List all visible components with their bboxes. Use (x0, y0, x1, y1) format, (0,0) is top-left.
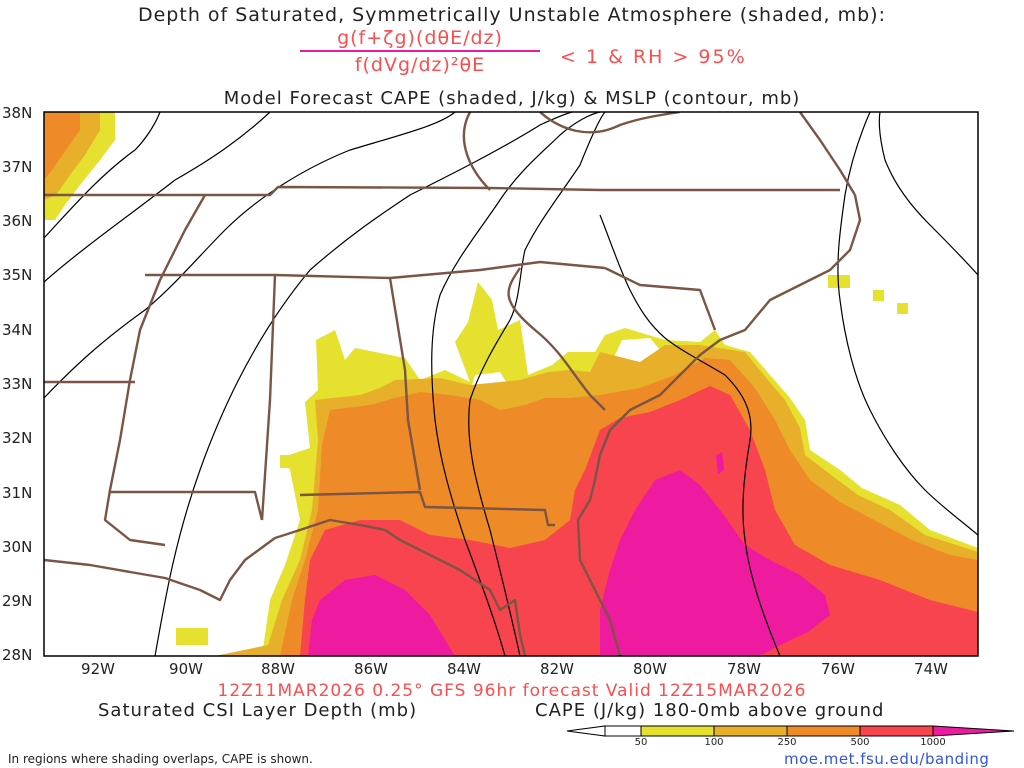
lon-label-84w: 84W (447, 660, 481, 678)
cape-1000-east (600, 470, 830, 656)
lon-label-90w: 90W (169, 660, 203, 678)
cape-500-area (300, 386, 978, 656)
formula: g(f+ζg)(dθE/dz) f(dVg/dz)²θE (300, 27, 540, 76)
coast-florida-penn (576, 519, 622, 656)
border-nc-sc (604, 266, 717, 331)
isobar-2 (44, 112, 271, 283)
cape-50-blob5 (897, 303, 908, 314)
lon-label-80w: 80W (633, 660, 667, 678)
isobar-7 (599, 214, 781, 656)
border-ky-tn (44, 185, 840, 197)
lat-label-35n: 35N (2, 266, 33, 284)
cape-legend-label: CAPE (J/kg) 180-0mb above ground (535, 700, 885, 721)
colorbar-bin-250 (786, 725, 861, 737)
title-line1: Depth of Saturated, Symmetrically Unstab… (137, 4, 886, 26)
condition: < 1 & RH > 95% (560, 46, 747, 68)
lon-label-78w: 78W (727, 660, 761, 678)
cape-250-area (280, 358, 978, 656)
lat-label-32n: 32N (2, 429, 33, 447)
lon-label-76w: 76W (821, 660, 855, 678)
colorbar-tick-1000: 1000 (920, 737, 946, 748)
cape-1000-area (308, 575, 455, 656)
cape-50-area (262, 282, 978, 656)
coast-florida-east (576, 194, 862, 521)
colorbar-bin-100 (713, 725, 788, 737)
border-fl-al-ga (299, 490, 555, 527)
coast-virginia (799, 112, 857, 196)
lat-label-33n: 33N (2, 375, 33, 393)
border-tn-south (145, 260, 606, 280)
cape-50-blob3 (828, 275, 850, 288)
coast-gulf (44, 518, 527, 656)
lat-label-38n: 38N (2, 104, 33, 122)
run-info: 12Z11MAR2026 0.25° GFS 96hr forecast Val… (217, 681, 807, 701)
colorbar-right-arrow (932, 725, 1015, 737)
river-mississippi (103, 194, 207, 547)
cape-50-blob4 (873, 290, 884, 301)
csi-legend-label: Saturated CSI Layer Depth (mb) (98, 700, 418, 721)
colorbar-bin-0 (604, 725, 642, 737)
border-ms-al (260, 274, 277, 521)
source-url[interactable]: moe.met.fsu.edu/banding (784, 750, 990, 768)
colorbar-bin-50 (640, 725, 715, 737)
cape-1000-spot (716, 452, 724, 474)
colorbar-tick-500: 500 (850, 737, 870, 748)
lon-label-86w: 86W (354, 660, 388, 678)
isobar-4 (154, 112, 573, 656)
lon-label-74w: 74W (914, 660, 948, 678)
cape-50-northwest (44, 112, 115, 220)
lon-label-82w: 82W (540, 660, 574, 678)
colorbar-tick-50: 50 (634, 737, 648, 748)
isobar-1 (44, 112, 161, 239)
lat-label-36n: 36N (2, 212, 33, 230)
isobar-5 (431, 112, 601, 656)
lon-label-92w: 92W (81, 660, 115, 678)
state-borders (44, 112, 862, 656)
lat-label-31n: 31N (2, 484, 33, 502)
lat-label-34n: 34N (2, 321, 33, 339)
colorbar-left-arrow (566, 725, 606, 737)
border-al-ga (388, 277, 422, 491)
colorbar-bin-500 (859, 725, 934, 737)
map-frame (43, 111, 979, 657)
isobar-8 (837, 112, 978, 536)
lat-label-37n: 37N (2, 158, 33, 176)
formula-numerator: g(f+ζg)(dθE/dz) (337, 27, 503, 49)
border-la-ms (110, 490, 264, 521)
isobar-6 (468, 112, 606, 656)
overlap-footnote: In regions where shading overlaps, CAPE … (8, 752, 313, 766)
cape-50-blob2 (280, 455, 300, 468)
formula-denominator: f(dVg/dz)²θE (354, 54, 486, 76)
isobar-9 (878, 112, 978, 276)
cape-100-area (215, 345, 978, 656)
colorbar-tick-250: 250 (777, 737, 797, 748)
cape-100-northwest (44, 112, 100, 200)
cape-250-northwest (44, 112, 80, 180)
cape-hole-1 (615, 338, 660, 370)
title-line3: Model Forecast CAPE (shaded, J/kg) & MSL… (223, 88, 801, 109)
colorbar-tick-100: 100 (704, 737, 724, 748)
appalachian-border (462, 112, 491, 191)
cape-50-blob1 (176, 628, 208, 645)
colorbar (566, 725, 1015, 737)
border-va-wv (539, 112, 681, 134)
lat-label-29n: 29N (2, 592, 33, 610)
lon-label-88w: 88W (261, 660, 295, 678)
cape-hole-2 (470, 372, 510, 398)
formula-bar (300, 50, 540, 52)
border-ga-sc (507, 267, 606, 411)
mslp-contours (44, 112, 978, 656)
isobar-3 (44, 112, 456, 399)
lat-label-30n: 30N (2, 538, 33, 556)
lat-label-28n: 28N (2, 646, 33, 664)
